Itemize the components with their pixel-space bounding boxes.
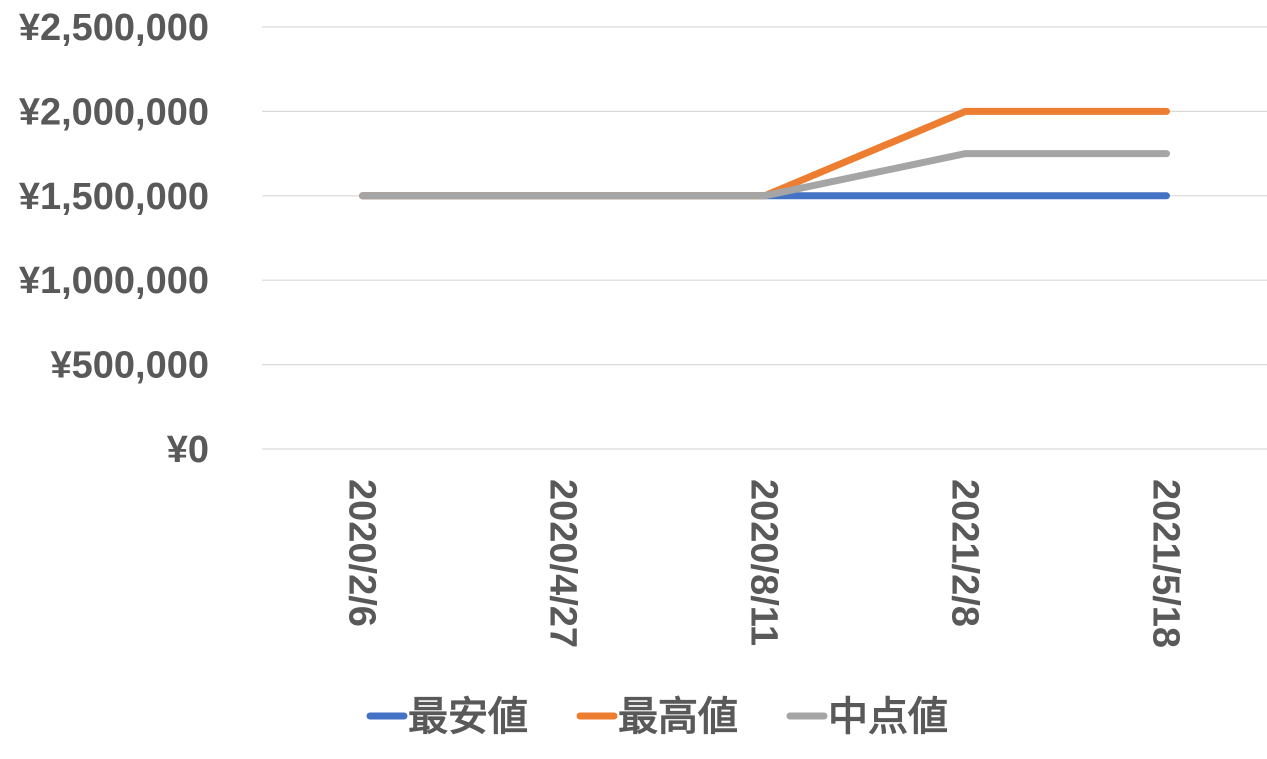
x-tick-label: 2021/2/8 [944,479,986,627]
y-tick-label: ¥2,500,000 [19,7,209,49]
y-axis-tick-labels: ¥0 ¥500,000 ¥1,000,000 ¥1,500,000 ¥2,000,000… [19,7,209,471]
x-tick-label: 2020/2/6 [341,479,383,627]
series-lines [359,107,1170,200]
legend-label: 最安値 [408,695,528,739]
y-tick-label: ¥1,000,000 [19,260,209,302]
gridlines [262,26,1267,450]
x-tick-label: 2020/8/11 [743,479,785,646]
legend-label: 中点値 [828,695,948,739]
x-tick-label: 2020/4/27 [542,479,584,648]
legend-label: 最高値 [618,695,738,739]
y-tick-label: ¥1,500,000 [19,176,209,218]
series-line-3 [359,150,1170,200]
y-tick-label: ¥2,000,000 [19,91,209,133]
y-tick-label: ¥500,000 [51,345,210,387]
legend: 最安値 最高値 中点値 [366,695,948,739]
x-tick-label: 2021/5/18 [1145,479,1187,648]
x-axis-tick-labels: 2020/2/6 2020/4/27 2020/8/11 2021/2/8 2021/5… [341,479,1187,648]
y-tick-label: ¥0 [167,429,209,471]
